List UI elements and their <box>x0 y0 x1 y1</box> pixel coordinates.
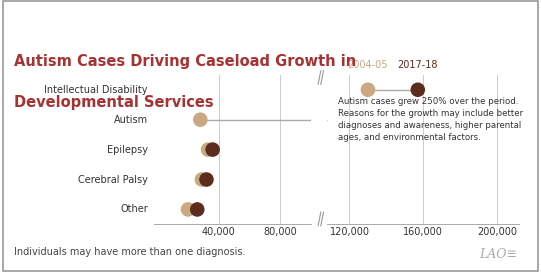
Text: 2004-05: 2004-05 <box>348 60 388 70</box>
Text: Autism Cases Driving Caseload Growth in: Autism Cases Driving Caseload Growth in <box>14 54 356 69</box>
Text: Individuals may have more than one diagnosis.: Individuals may have more than one diagn… <box>14 247 245 257</box>
Text: 2017-18: 2017-18 <box>398 60 438 70</box>
Point <box>413 88 422 92</box>
Point <box>299 118 308 122</box>
Point <box>197 177 206 182</box>
Point <box>184 207 193 212</box>
Text: Autism: Autism <box>114 115 148 125</box>
Point <box>196 118 204 122</box>
Point <box>193 207 202 212</box>
Text: Autism cases grew 250% over the period.
Reasons for the growth may include bette: Autism cases grew 250% over the period. … <box>338 97 524 142</box>
Text: Developmental Services: Developmental Services <box>14 95 213 110</box>
Point <box>202 177 211 182</box>
Text: LAO≡: LAO≡ <box>479 248 517 261</box>
Text: Cerebral Palsy: Cerebral Palsy <box>78 175 148 184</box>
Point <box>208 147 217 152</box>
Text: Other: Other <box>120 205 148 214</box>
Text: Epilepsy: Epilepsy <box>107 145 148 154</box>
Text: Figure 1: Figure 1 <box>14 18 63 29</box>
Point <box>364 88 372 92</box>
Text: Intellectual Disability: Intellectual Disability <box>44 85 148 95</box>
Point <box>204 147 213 152</box>
